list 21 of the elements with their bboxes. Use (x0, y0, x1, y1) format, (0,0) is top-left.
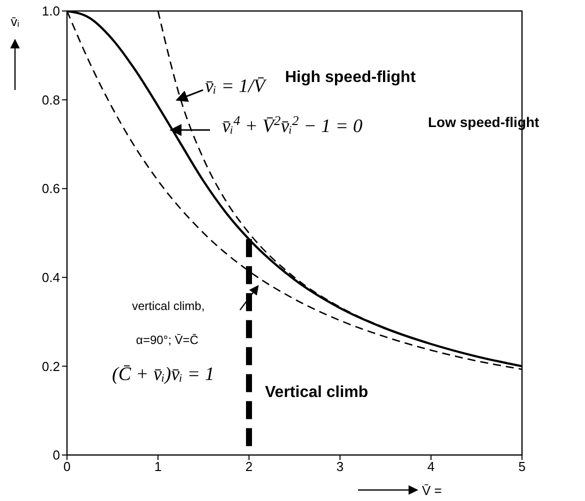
x-tick-label: 0 (63, 459, 71, 474)
x-tick-label: 4 (427, 459, 435, 474)
x-tick-label: 3 (336, 459, 344, 474)
y-tick-label: 0.8 (42, 92, 60, 108)
x-tick-label: 1 (154, 459, 162, 474)
y-tick-label: 0 (52, 448, 60, 463)
y-tick-label: 0.6 (42, 181, 60, 196)
annotation: v̄ᵢ$^{4}$ + V̄$^{2}$v̄ᵢ$^{2}$ − 1 = 0 (222, 112, 363, 137)
annotation: High speed-flight (285, 69, 416, 86)
x-tick-label: 2 (245, 459, 253, 474)
annotation: v̄ᵢ = 1/V̄ (205, 76, 268, 97)
y-tick-label: 1.0 (42, 4, 60, 19)
x-axis-title: V̄ = (422, 483, 442, 498)
annotation: (C̄ + v̄ᵢ)v̄ᵢ = 1 (112, 364, 214, 385)
y-axis-title: v̄ᵢ (10, 14, 20, 29)
annotation: α=90°; V̄=C̄ (136, 333, 199, 347)
y-tick-label: 0.4 (42, 270, 60, 286)
annotation: Vertical climb (265, 384, 368, 401)
x-tick-label: 5 (518, 459, 526, 474)
annotation: vertical climb, (132, 299, 205, 313)
y-tick-label: 0.2 (42, 358, 60, 374)
